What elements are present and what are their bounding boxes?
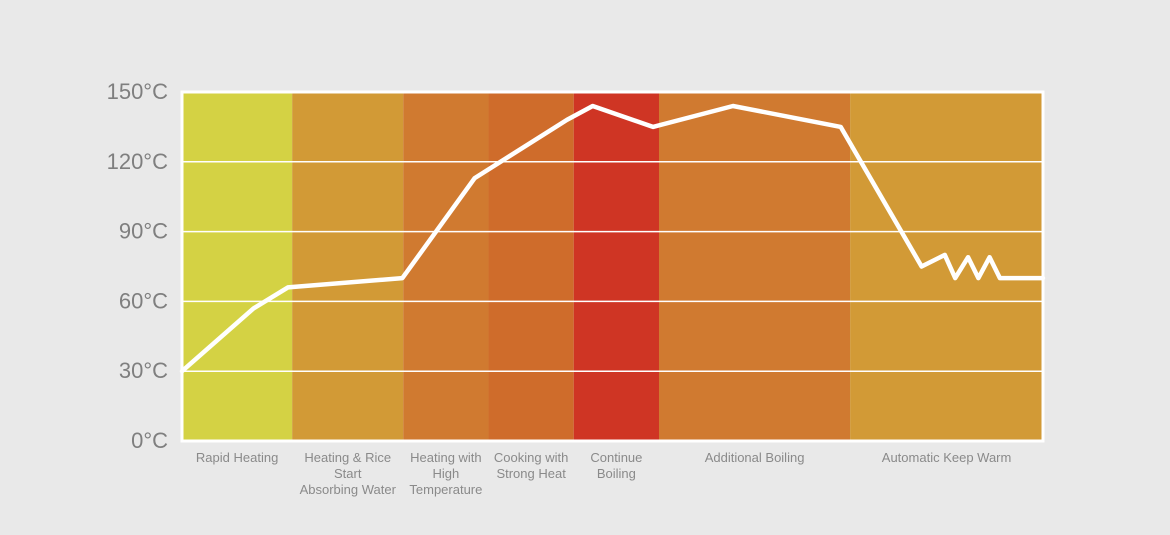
phase-band-1 [182,92,293,441]
phase-band-6 [658,92,851,441]
y-tick-label: 90°C [119,219,168,244]
phase-band-3 [403,92,489,441]
phase-label-5: Continue Boiling [590,450,642,481]
temperature-line [179,103,1046,374]
phase-band-5 [573,92,659,441]
y-tick-label: 120°C [107,149,169,174]
y-axis-tick-labels: 0°C 30°C 60°C 90°C 120°C 150°C [107,79,169,453]
y-tick-label: 30°C [119,358,168,383]
phase-label-7: Automatic Keep Warm [882,450,1012,465]
phase-label-6: Additional Boiling [705,450,805,465]
y-tick-label: 150°C [107,79,169,104]
phase-band-7 [850,92,1043,441]
y-tick-label: 60°C [119,288,168,313]
phase-label-4: Cooking with Strong Heat [494,450,568,481]
phase-labels: Rapid Heating Heating & Rice Start Absorbin… [196,450,1011,497]
plot-frame [180,90,1045,443]
phase-band-2 [292,92,404,441]
phase-label-2: Heating & Rice Start Absorbing Water [300,450,397,497]
phase-label-1: Rapid Heating [196,450,278,465]
phase-label-3: Heating with High Temperature [409,450,482,497]
y-tick-label: 0°C [131,428,168,453]
phase-band-4 [488,92,574,441]
phase-bands [182,92,1043,441]
